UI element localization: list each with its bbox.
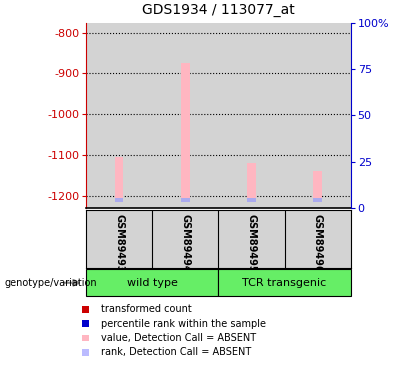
Text: wild type: wild type (127, 278, 178, 288)
Text: transformed count: transformed count (101, 304, 192, 314)
Title: GDS1934 / 113077_at: GDS1934 / 113077_at (142, 3, 295, 17)
Bar (86, 269, 218, 296)
Text: rank, Detection Call = ABSENT: rank, Detection Call = ABSENT (101, 347, 251, 357)
Text: GSM89493: GSM89493 (114, 214, 124, 273)
Bar (181, 63, 189, 202)
Bar (313, 198, 322, 202)
Text: TCR transgenic: TCR transgenic (242, 278, 327, 288)
Text: percentile rank within the sample: percentile rank within the sample (101, 319, 266, 328)
Text: value, Detection Call = ABSENT: value, Detection Call = ABSENT (101, 333, 256, 343)
Text: GSM89496: GSM89496 (312, 214, 323, 273)
Bar (247, 198, 256, 202)
Bar (115, 198, 123, 202)
Bar (247, 163, 256, 202)
Bar (115, 157, 123, 202)
Text: GSM89495: GSM89495 (247, 214, 257, 273)
Bar (152, 22, 218, 208)
Bar (181, 198, 189, 202)
Bar (285, 22, 351, 208)
Bar (218, 22, 285, 208)
Bar (218, 269, 351, 296)
Text: GSM89494: GSM89494 (180, 214, 190, 273)
Bar (86, 22, 152, 208)
Bar (313, 171, 322, 202)
Text: genotype/variation: genotype/variation (4, 278, 97, 288)
